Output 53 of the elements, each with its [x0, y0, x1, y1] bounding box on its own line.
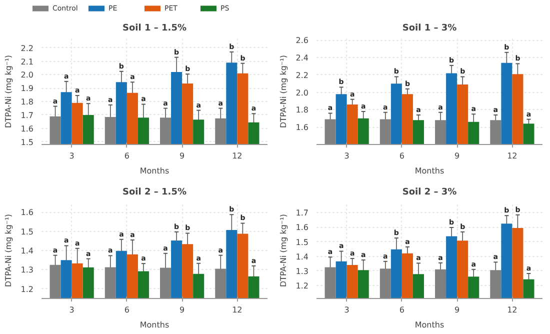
y-tick-label: 1.6 [296, 123, 309, 132]
y-tick-label: 1.6 [20, 124, 34, 134]
y-tick-label: 1.4 [296, 252, 309, 262]
chart-title: Soil 1 – 3% [402, 24, 457, 34]
x-tick-label: 12 [232, 306, 242, 314]
x-axis-title: Months [414, 166, 444, 176]
x-tick-label: 3 [344, 306, 350, 314]
x-tick-label: 3 [344, 152, 350, 160]
y-tick-label: 2.4 [296, 54, 309, 63]
y-tick-label: 1.8 [296, 106, 309, 115]
x-tick-label: 6 [124, 152, 130, 160]
y-tick-label: 1.2 [296, 281, 309, 290]
x-tick-label: 6 [124, 306, 130, 314]
y-tick-label: 1.4 [20, 246, 34, 256]
y-tick-label: 2.1 [20, 57, 34, 66]
y-axis-title: DTPA-Ni (mg kg⁻¹) [4, 54, 13, 128]
x-tick-label: 3 [69, 306, 74, 314]
x-axis-title: Months [140, 320, 170, 330]
y-tick-label: 1.7 [296, 208, 309, 218]
x-tick-label: 9 [180, 152, 185, 160]
chart-title: Soil 2 – 1.5% [122, 188, 186, 198]
x-axis-title: Months [140, 166, 170, 176]
y-tick-label: 2.2 [296, 70, 309, 80]
y-tick-label: 1.5 [20, 227, 34, 236]
y-axis-title: DTPA-Ni (mg kg⁻¹) [4, 214, 13, 288]
chart-title: Soil 1 – 1.5% [122, 24, 186, 34]
y-tick-label: 2.0 [20, 70, 34, 80]
x-tick-label: 12 [507, 306, 518, 314]
y-tick-label: 2.2 [20, 44, 34, 53]
x-tick-label: 9 [454, 306, 460, 314]
y-tick-label: 1.8 [20, 98, 34, 107]
y-tick-label: 2.0 [296, 88, 309, 98]
x-tick-label: 12 [507, 152, 518, 160]
x-tick-label: 6 [399, 152, 404, 160]
y-axis-title: DTPA-Ni (mg kg⁻¹) [278, 214, 288, 288]
y-tick-label: 1.9 [20, 84, 34, 94]
y-tick-label: 1.3 [296, 266, 309, 276]
x-tick-label: 12 [232, 152, 242, 160]
y-tick-label: 1.5 [296, 238, 309, 247]
y-tick-label: 1.6 [296, 223, 309, 232]
y-tick-label: 1.2 [20, 284, 34, 294]
x-tick-label: 6 [399, 306, 404, 314]
chart-title: Soil 2 – 3% [402, 188, 457, 198]
y-tick-label: 1.6 [20, 208, 34, 218]
x-tick-label: 9 [454, 152, 460, 160]
y-tick-label: 1.7 [20, 110, 34, 120]
y-tick-label: 2.6 [296, 36, 309, 46]
y-axis-title: DTPA-Ni (mg kg⁻¹) [278, 54, 288, 128]
x-tick-label: 3 [69, 152, 74, 160]
y-tick-label: 1.5 [20, 138, 34, 147]
y-tick-label: 1.3 [20, 266, 34, 275]
x-tick-label: 9 [180, 306, 185, 314]
x-axis-title: Months [414, 320, 444, 330]
